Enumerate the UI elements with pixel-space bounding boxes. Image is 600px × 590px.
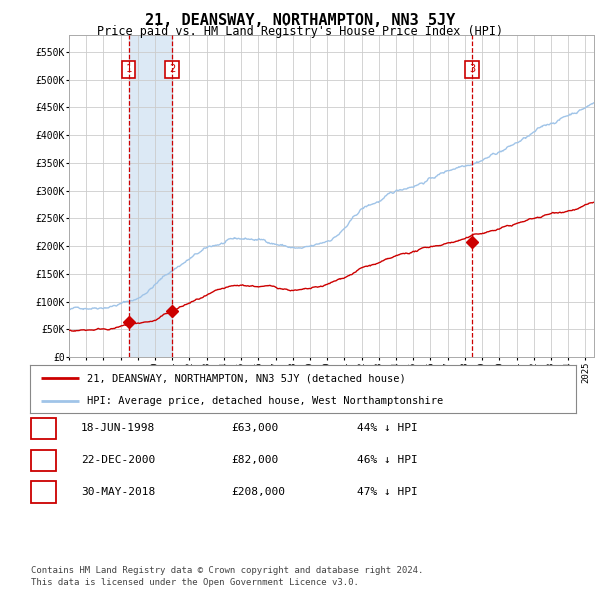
Text: 2: 2 [40, 455, 47, 465]
Bar [128, 35, 172, 357]
Text: £63,000: £63,000 [231, 424, 278, 433]
Text: 44% ↓ HPI: 44% ↓ HPI [357, 424, 418, 433]
Text: Contains HM Land Registry data © Crown copyright and database right 2024.
This d: Contains HM Land Registry data © Crown c… [31, 566, 424, 587]
Text: 3: 3 [469, 64, 475, 74]
Text: 2: 2 [169, 64, 175, 74]
Text: 21, DEANSWAY, NORTHAMPTON, NN3 5JY: 21, DEANSWAY, NORTHAMPTON, NN3 5JY [145, 13, 455, 28]
Text: 3: 3 [40, 487, 47, 497]
Text: 1: 1 [40, 424, 47, 433]
Text: 47% ↓ HPI: 47% ↓ HPI [357, 487, 418, 497]
Text: £208,000: £208,000 [231, 487, 285, 497]
Text: 30-MAY-2018: 30-MAY-2018 [81, 487, 155, 497]
Text: 46% ↓ HPI: 46% ↓ HPI [357, 455, 418, 465]
Text: Price paid vs. HM Land Registry's House Price Index (HPI): Price paid vs. HM Land Registry's House … [97, 25, 503, 38]
Text: HPI: Average price, detached house, West Northamptonshire: HPI: Average price, detached house, West… [88, 396, 443, 406]
Text: £82,000: £82,000 [231, 455, 278, 465]
Text: 22-DEC-2000: 22-DEC-2000 [81, 455, 155, 465]
Text: 18-JUN-1998: 18-JUN-1998 [81, 424, 155, 433]
Text: 21, DEANSWAY, NORTHAMPTON, NN3 5JY (detached house): 21, DEANSWAY, NORTHAMPTON, NN3 5JY (deta… [88, 373, 406, 383]
Text: 1: 1 [125, 64, 131, 74]
